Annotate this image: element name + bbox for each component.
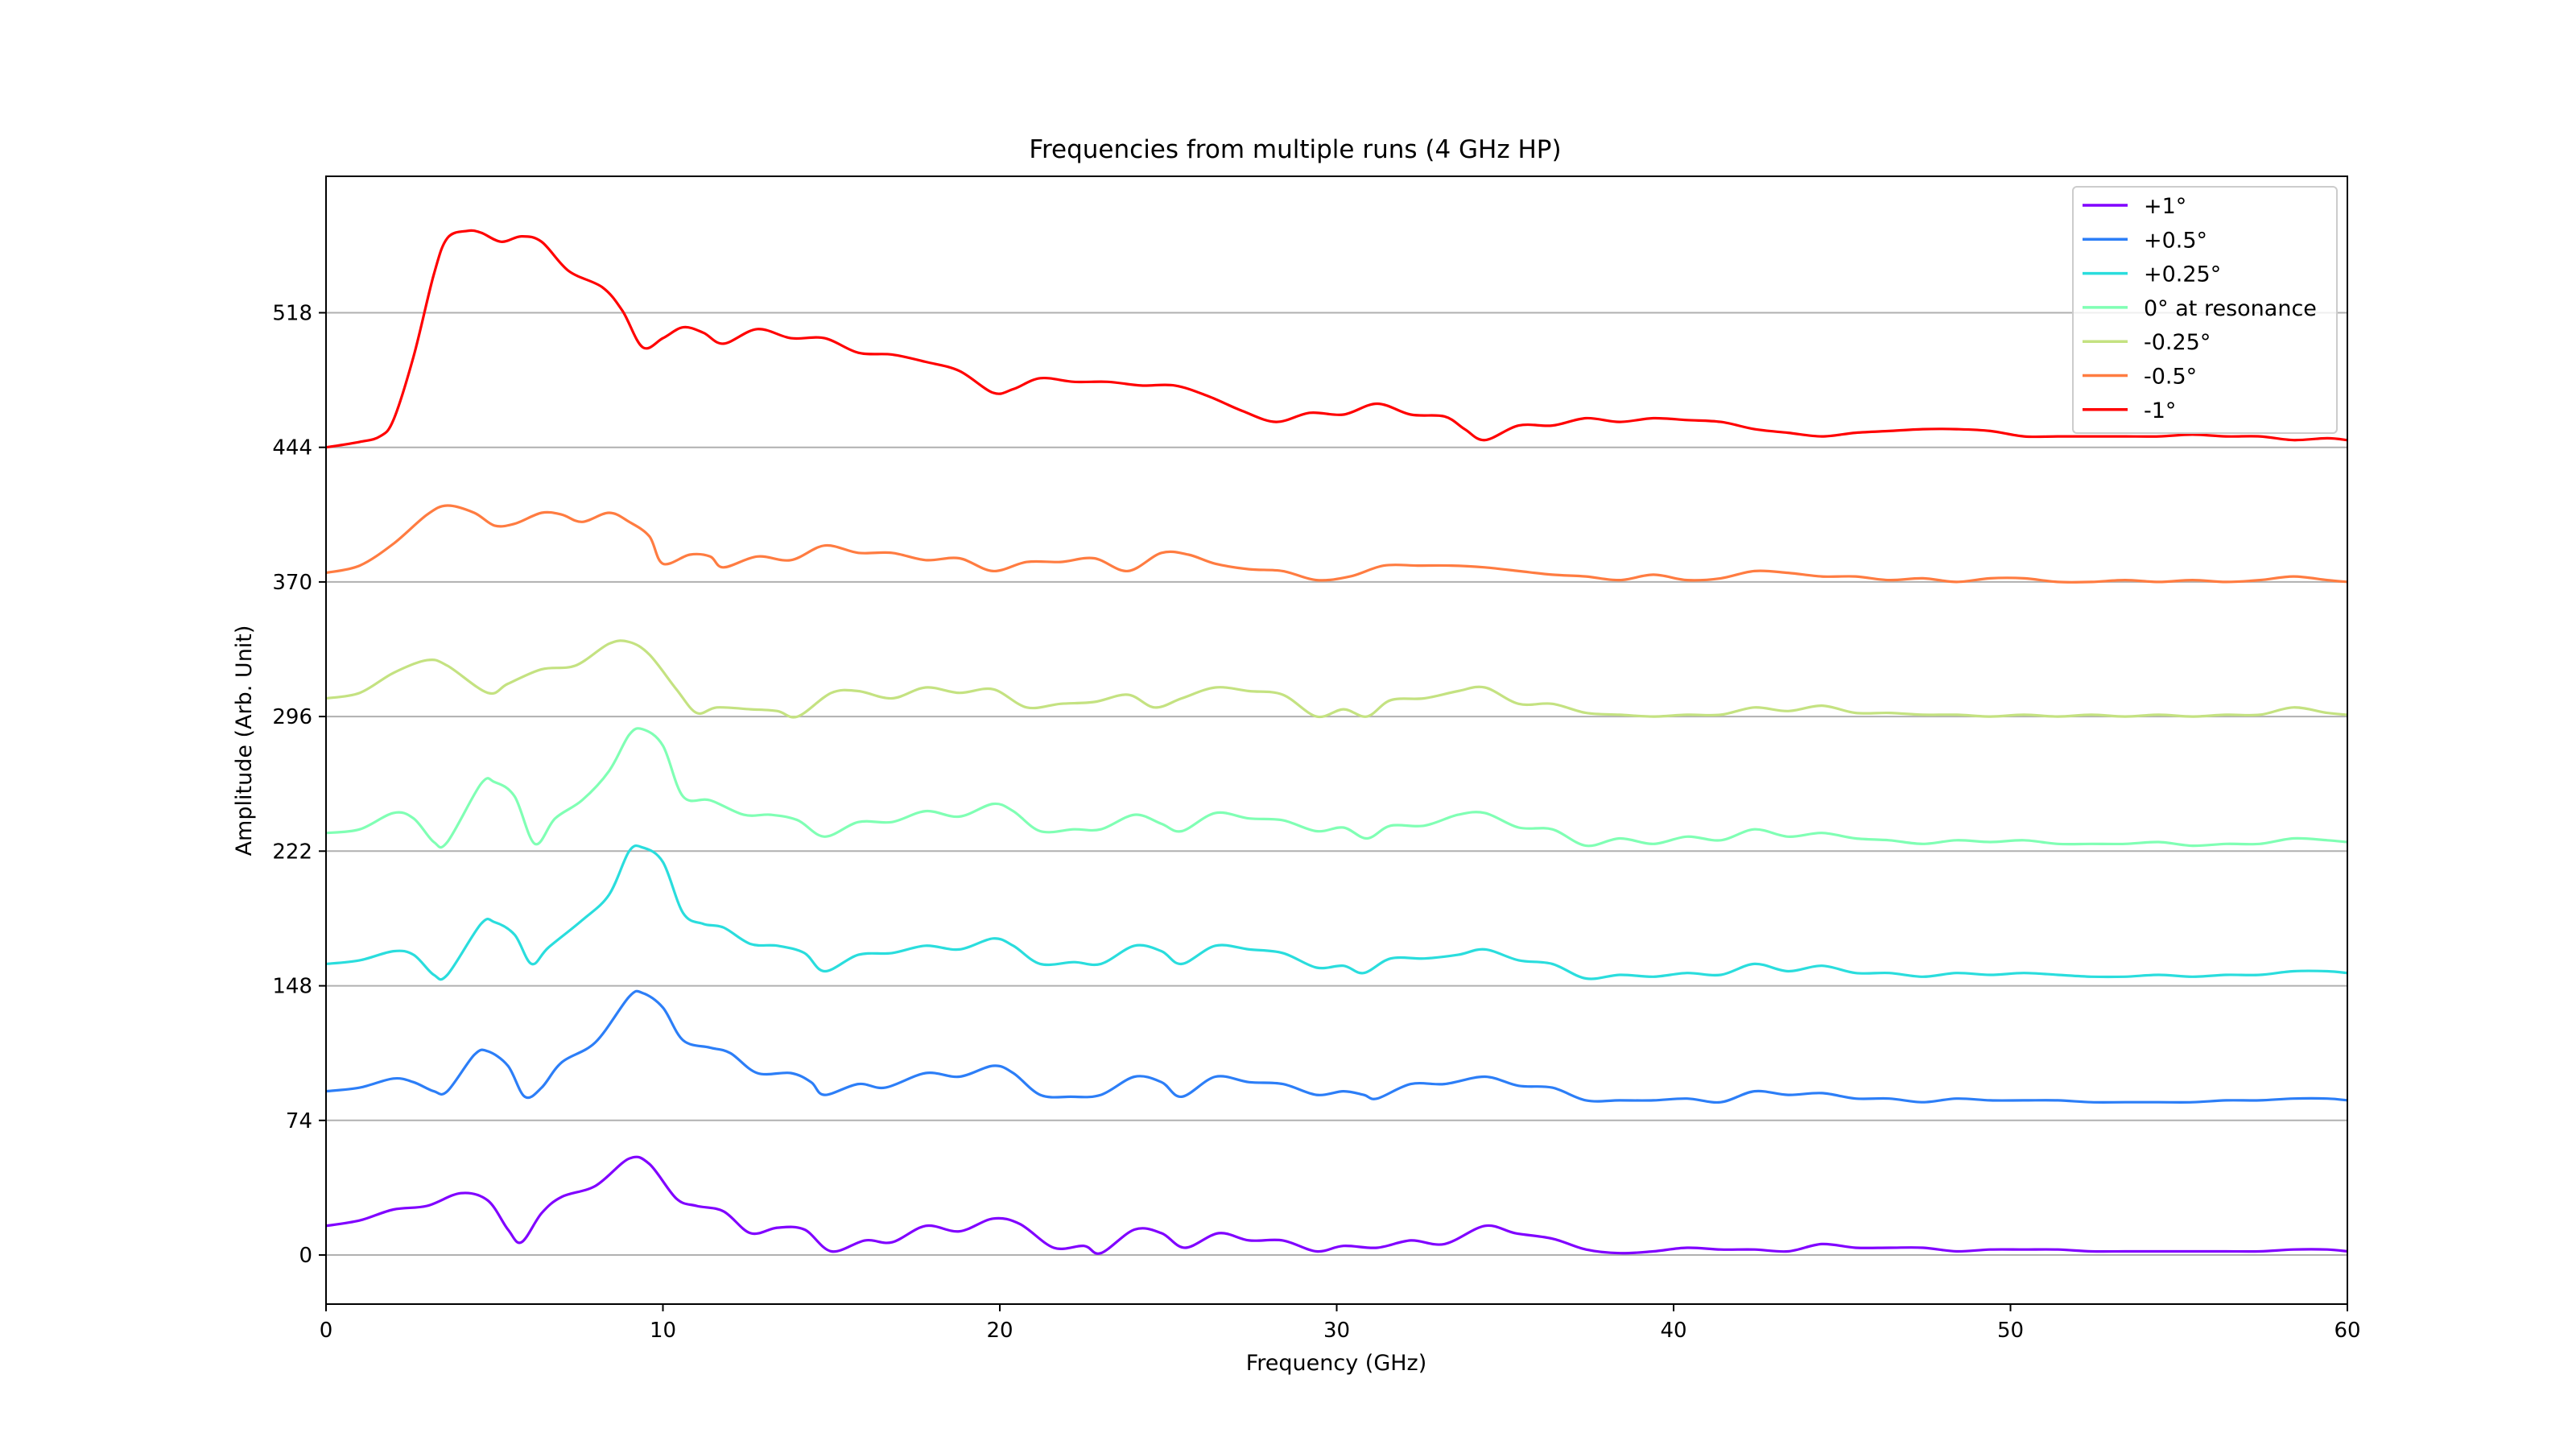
grid-layer [326,312,2347,1256]
x-axis: 0 10 20 30 40 50 60 [320,1304,2361,1343]
y-tick-label: 222 [272,840,312,864]
series-line-4 [325,639,2348,719]
y-tick-label: 296 [272,705,312,729]
x-tick-label: 30 [1323,1319,1350,1343]
legend-label: -1° [2144,398,2176,423]
x-tick-label: 60 [2334,1319,2360,1343]
legend: +1° +0.5° +0.25° 0° at resonance -0.25° -0.5°… [2072,186,2338,434]
legend-label: +0.5° [2144,228,2207,253]
x-tick-label: 0 [320,1319,333,1343]
legend-label: 0° at resonance [2144,296,2317,321]
legend-label: +0.25° [2144,262,2221,287]
series-line-2 [325,844,2348,981]
legend-label: +1° [2144,194,2186,219]
series-line-1 [325,989,2348,1104]
x-tick-label: 20 [986,1319,1013,1343]
legend-label: -0.25° [2144,330,2211,355]
y-tick-label: 74 [286,1109,312,1133]
chart-title: Frequencies from multiple runs (4 GHz HP… [1029,135,1561,164]
series-line-3 [325,727,2348,849]
y-tick-label: 0 [299,1244,312,1268]
legend-label: -0.5° [2144,365,2197,390]
series-layer [325,229,2348,1255]
x-tick-label: 50 [1997,1319,2024,1343]
y-tick-label: 444 [272,436,312,460]
x-tick-label: 10 [650,1319,676,1343]
series-line-6 [325,229,2348,449]
y-axis: 0 74 148 222 296 370 444 518 [272,302,326,1268]
x-tick-label: 40 [1660,1319,1686,1343]
y-axis-label: Amplitude (Arb. Unit) [232,625,257,857]
y-tick-label: 518 [272,302,312,326]
y-tick-label: 148 [272,975,312,999]
y-tick-label: 370 [272,571,312,595]
series-line-0 [325,1155,2348,1255]
series-line-5 [325,504,2348,584]
legend-box [2072,186,2338,434]
x-axis-label: Frequency (GHz) [1246,1351,1427,1376]
